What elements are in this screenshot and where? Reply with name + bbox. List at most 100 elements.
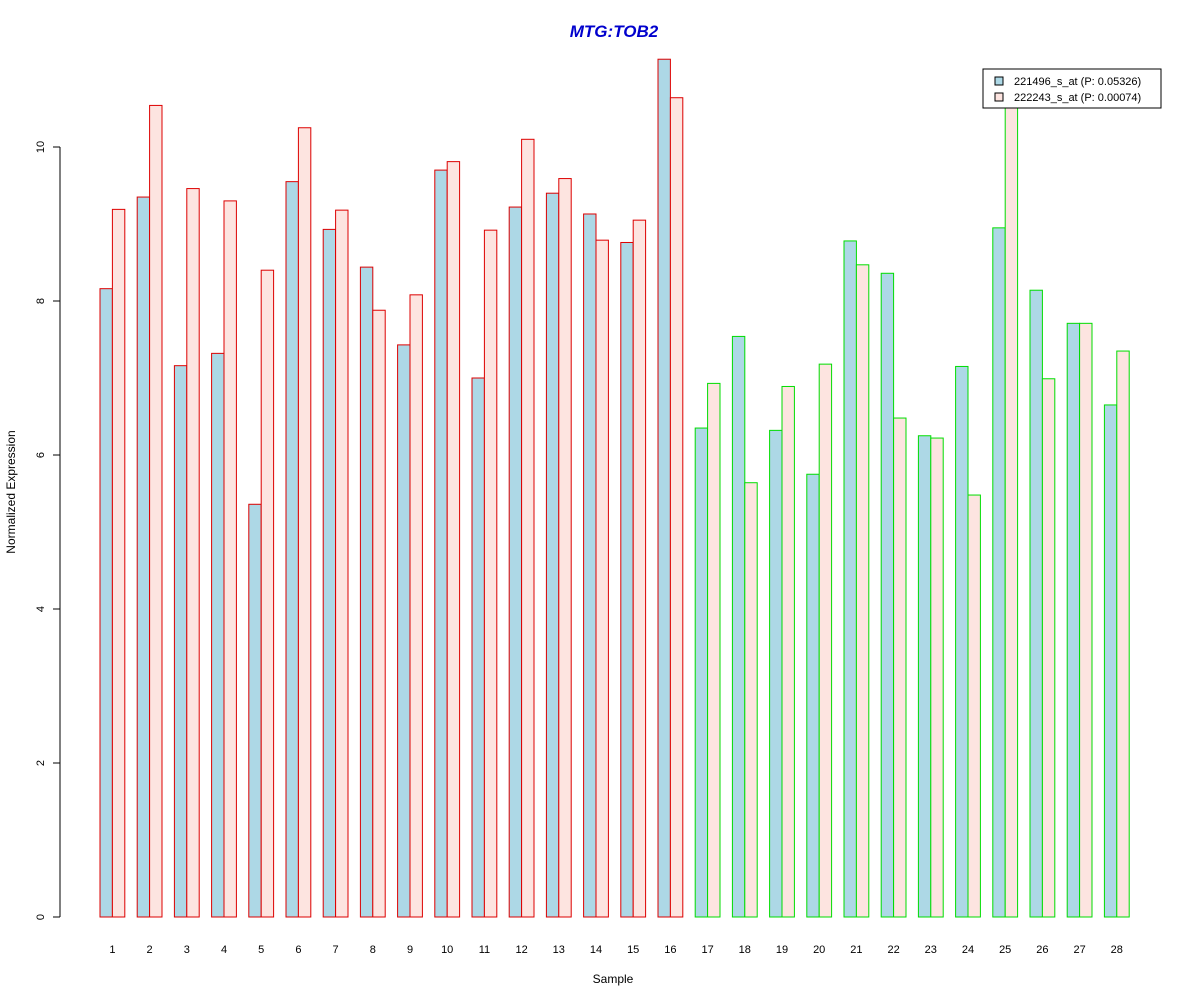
x-tick-label: 18 [739, 944, 751, 956]
x-tick-label: 13 [553, 944, 565, 956]
x-tick-label: 4 [221, 944, 227, 956]
bar-222243-sample-24 [967, 494, 981, 918]
bar-221496-sample-17 [694, 427, 709, 918]
x-tick-label: 10 [441, 944, 453, 956]
bar-221496-sample-4 [211, 352, 225, 918]
x-tick-label: 21 [850, 944, 862, 956]
bar-221496-sample-23 [917, 435, 932, 918]
bar-222243-sample-23 [930, 437, 944, 918]
legend-swatch-2 [994, 92, 1004, 102]
bar-221496-sample-20 [806, 473, 820, 918]
bar-222243-sample-15 [632, 219, 647, 918]
bar-221496-sample-22 [880, 272, 895, 918]
y-axis-label: Normalized Expression [4, 430, 18, 553]
bar-222243-sample-2 [149, 104, 163, 918]
y-axis: 0 2 4 6 8 10 [35, 141, 61, 920]
x-tick-label: 26 [1036, 944, 1048, 956]
y-tick-label: 2 [35, 760, 47, 766]
bar-221496-sample-27 [1066, 322, 1081, 918]
x-tick-labels: 1 2 3 4 5 6 7 8 9 10 11 12 13 14 15 16 17 18 19 20 21 22 23 24 2… [109, 944, 1123, 956]
bar-222243-sample-7 [335, 209, 349, 918]
bar-221496-sample-5 [248, 503, 262, 918]
bar-222243-sample-6 [297, 127, 312, 918]
bar-221496-sample-19 [769, 429, 783, 918]
y-tick-label: 4 [35, 606, 47, 612]
bar-222243-sample-12 [521, 138, 535, 918]
y-tick-label: 8 [35, 298, 47, 304]
bar-221496-sample-10 [434, 169, 448, 918]
x-tick-label: 15 [627, 944, 639, 956]
bar-222243-sample-1 [111, 208, 126, 918]
y-tick-label: 10 [35, 141, 47, 153]
bar-222243-sample-20 [818, 363, 833, 918]
x-tick-label: 3 [184, 944, 190, 956]
bar-222243-sample-5 [260, 269, 275, 918]
bars-group [99, 58, 1130, 918]
x-tick-label: 7 [333, 944, 339, 956]
bar-222243-sample-13 [558, 178, 572, 918]
x-tick-label: 2 [147, 944, 153, 956]
x-tick-label: 20 [813, 944, 825, 956]
x-tick-label: 12 [515, 944, 527, 956]
bar-222243-sample-19 [781, 385, 795, 918]
x-tick-label: 1 [109, 944, 115, 956]
bar-222243-sample-27 [1079, 322, 1093, 918]
bar-222243-sample-25 [1004, 97, 1019, 918]
x-tick-label: 11 [479, 944, 490, 956]
bar-222243-sample-8 [372, 309, 386, 918]
bar-221496-sample-9 [397, 344, 411, 918]
bar-221496-sample-12 [508, 206, 523, 918]
x-tick-label: 9 [407, 944, 413, 956]
x-tick-label: 16 [664, 944, 676, 956]
bar-221496-sample-16 [657, 58, 671, 918]
bar-221496-sample-15 [620, 241, 634, 918]
bar-222243-sample-11 [483, 229, 498, 918]
x-tick-label: 24 [962, 944, 974, 956]
bar-222243-sample-26 [1041, 378, 1056, 918]
bar-221496-sample-25 [992, 227, 1006, 918]
bar-221496-sample-3 [173, 365, 188, 918]
bar-222243-sample-28 [1116, 350, 1130, 918]
bar-222243-sample-10 [446, 161, 461, 918]
x-tick-label: 8 [370, 944, 376, 956]
bar-222243-sample-21 [855, 264, 870, 918]
bar-222243-sample-22 [893, 417, 907, 918]
legend-swatch-1 [994, 76, 1004, 86]
bar-221496-sample-8 [359, 266, 374, 918]
bar-221496-sample-26 [1029, 289, 1043, 918]
x-tick-label: 23 [925, 944, 937, 956]
bar-221496-sample-1 [99, 288, 113, 918]
bar-221496-sample-2 [136, 196, 151, 918]
legend-label-1: 221496_s_at (P: 0.05326) [1014, 76, 1141, 88]
bar-221496-sample-13 [545, 192, 560, 918]
chart-title: MTG:TOB2 [570, 22, 659, 41]
bar-222243-sample-3 [186, 188, 200, 918]
bar-221496-sample-28 [1103, 404, 1118, 918]
x-tick-label: 27 [1073, 944, 1085, 956]
x-tick-label: 6 [295, 944, 301, 956]
legend-box [982, 68, 1162, 109]
x-tick-label: 5 [258, 944, 264, 956]
bar-222243-sample-14 [595, 239, 609, 918]
bar-221496-sample-6 [285, 181, 299, 918]
bar-222243-sample-9 [409, 294, 423, 918]
bar-221496-sample-14 [583, 213, 597, 918]
x-tick-label: 19 [776, 944, 788, 956]
x-tick-label: 22 [887, 944, 899, 956]
x-tick-label: 14 [590, 944, 602, 956]
bar-222243-sample-4 [223, 200, 237, 918]
bar-222243-sample-18 [744, 482, 758, 918]
x-tick-label: 28 [1111, 944, 1123, 956]
bar-222243-sample-17 [707, 382, 721, 918]
bar-221496-sample-7 [322, 228, 337, 918]
x-tick-label: 25 [999, 944, 1011, 956]
legend-label-2: 222243_s_at (P: 0.00074) [1014, 92, 1141, 104]
x-axis-label: Sample [593, 972, 634, 986]
y-tick-label: 6 [35, 452, 47, 458]
bar-221496-sample-24 [955, 365, 969, 918]
legend: 221496_s_at (P: 0.05326) 222243_s_at (P: … [982, 68, 1162, 109]
bar-221496-sample-21 [843, 240, 857, 918]
bar-221496-sample-18 [731, 335, 746, 918]
x-tick-label: 17 [701, 944, 713, 956]
